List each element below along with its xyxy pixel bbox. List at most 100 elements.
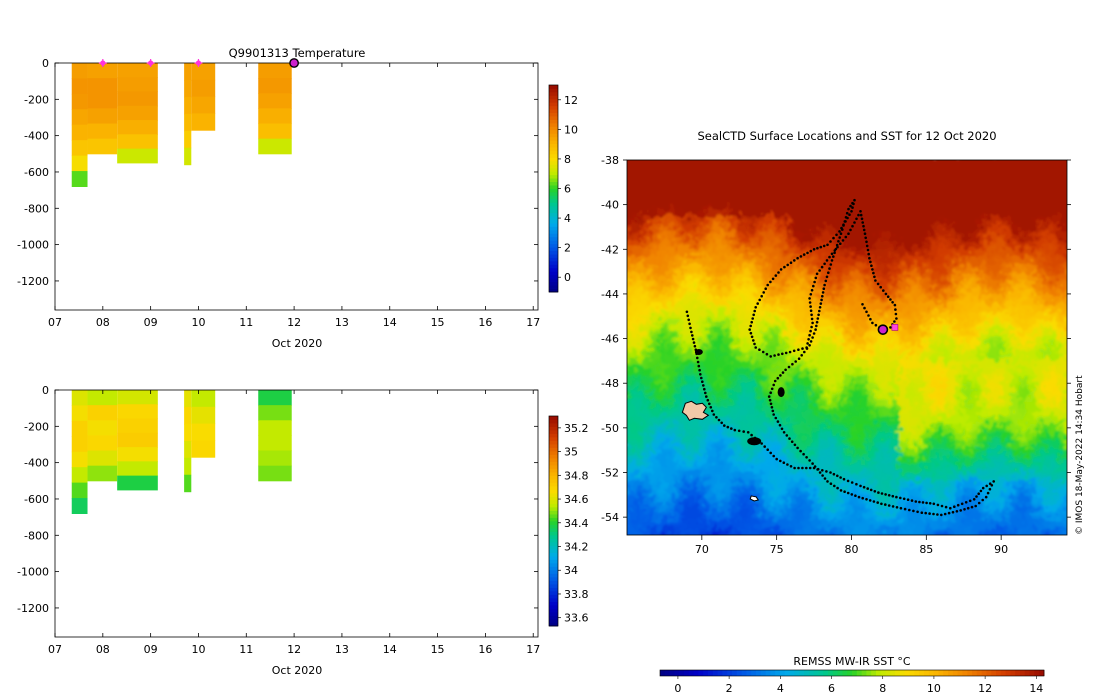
sst-cell: [931, 456, 940, 465]
sst-cell: [1019, 496, 1028, 505]
track-point: [778, 423, 782, 427]
sst-cell: [1011, 296, 1020, 305]
track-point: [706, 398, 710, 402]
sst-cell: [763, 480, 772, 489]
profile-cell: [258, 138, 292, 155]
sst-cell: [987, 168, 996, 177]
sst-cell: [771, 440, 780, 449]
sst-cell: [651, 168, 660, 177]
x-tick-label: 10: [191, 316, 205, 329]
sst-cell: [755, 216, 764, 225]
sst-cell: [1059, 416, 1067, 425]
sst-cell: [707, 240, 716, 249]
track-point: [855, 217, 858, 221]
sst-cell: [739, 528, 748, 535]
sst-cell: [1035, 480, 1044, 489]
sst-cell: [747, 504, 756, 513]
sst-cell: [771, 528, 780, 535]
sst-cell: [643, 456, 652, 465]
sst-cell: [939, 456, 948, 465]
sst-cell: [643, 280, 652, 289]
sst-cell: [931, 408, 940, 417]
sst-cell: [1019, 488, 1028, 497]
sst-cell: [827, 176, 836, 185]
colorbar-cell: [549, 503, 558, 508]
sst-cell: [787, 344, 796, 353]
sst-cell: [707, 224, 716, 233]
sst-cell: [627, 400, 628, 409]
sst-cell: [659, 160, 668, 169]
colorbar-cell: [549, 250, 558, 255]
sst-cell: [939, 496, 948, 505]
sst-cell: [955, 360, 964, 369]
sst-cell: [859, 328, 868, 337]
sst-cell: [1051, 536, 1060, 545]
sst-cell: [627, 448, 628, 457]
sst-cell: [851, 456, 860, 465]
track-point: [862, 485, 866, 489]
sst-cell: [811, 440, 820, 449]
sst-cell: [1011, 272, 1020, 281]
sst-cell: [675, 472, 684, 481]
sst-cell: [843, 280, 852, 289]
sst-cell: [659, 264, 668, 273]
sst-cell: [1059, 176, 1067, 185]
sst-cell: [995, 360, 1004, 369]
sst-cell: [683, 240, 692, 249]
sst-cell: [787, 376, 796, 385]
sst-cell: [699, 336, 708, 345]
sst-cell: [891, 448, 900, 457]
track-point: [813, 280, 816, 284]
sst-cell: [987, 456, 996, 465]
y-tick-label: -800: [24, 202, 49, 215]
sst-cell: [779, 240, 788, 249]
track-point: [786, 263, 789, 267]
sst-cell: [723, 224, 732, 233]
colorbar-tick-label: 34.2: [564, 541, 589, 554]
sst-cell: [827, 440, 836, 449]
sst-cell: [1035, 224, 1044, 233]
sst-cell: [635, 512, 644, 521]
sst-cell: [987, 248, 996, 257]
sst-cell: [691, 176, 700, 185]
sst-cell: [747, 296, 756, 305]
sst-cell: [1051, 392, 1060, 401]
sst-cell: [971, 456, 980, 465]
sst-cell: [691, 256, 700, 265]
sst-cell: [747, 472, 756, 481]
sst-cell: [835, 216, 844, 225]
sst-cell: [1027, 304, 1036, 313]
sst-cell: [955, 488, 964, 497]
sst-cell: [1027, 512, 1036, 521]
sst-cell: [675, 160, 684, 161]
sst-cell: [731, 520, 740, 529]
sst-cell: [643, 296, 652, 305]
sst-cell: [995, 392, 1004, 401]
sst-cell: [731, 432, 740, 441]
sst-cell: [875, 240, 884, 249]
sst-cell: [707, 280, 716, 289]
sst-cell: [971, 368, 980, 377]
sst-cell: [627, 520, 636, 529]
sst-cell: [851, 216, 860, 225]
sst-cell: [747, 304, 756, 313]
sst-cell: [955, 160, 964, 161]
sst-cell: [1067, 304, 1076, 313]
sst-cell: [899, 512, 908, 521]
sst-cell: [875, 312, 884, 321]
sst-cell: [803, 224, 812, 233]
sst-cell: [867, 200, 876, 209]
colorbar-cell: [549, 129, 558, 134]
sst-cell: [723, 216, 732, 225]
sst-cell: [1067, 536, 1076, 545]
sst-cell: [811, 280, 820, 289]
sst-cell: [779, 456, 788, 465]
sst-colorbar-cell: [1034, 670, 1040, 676]
sst-cell: [947, 288, 956, 297]
track-point: [873, 275, 876, 279]
sst-cell: [771, 400, 780, 409]
sst-cell: [739, 360, 748, 369]
sst-cell: [643, 536, 652, 545]
sst-cell: [923, 176, 932, 185]
sst-cell: [627, 168, 628, 177]
